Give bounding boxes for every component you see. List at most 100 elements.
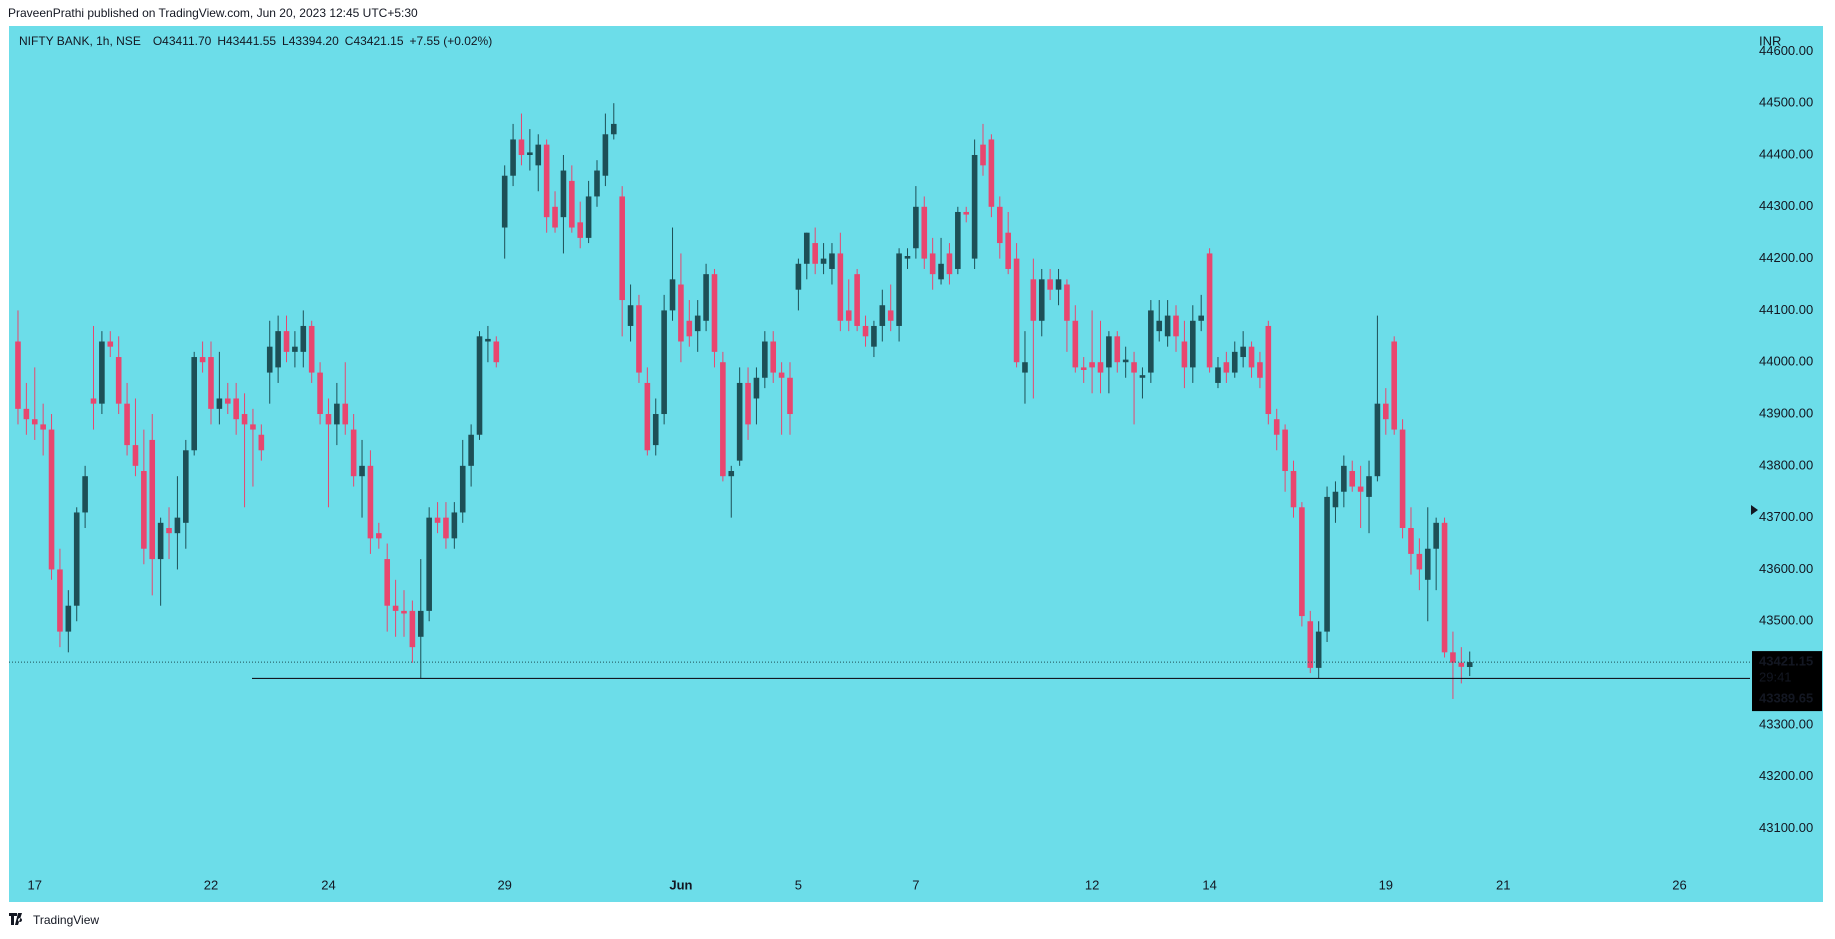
candle-body: [636, 305, 642, 373]
candle-body: [955, 211, 961, 269]
candle-body: [15, 341, 21, 409]
candle-body: [1349, 471, 1356, 487]
candle-body: [426, 517, 432, 611]
candle-body: [250, 424, 256, 430]
candle-body: [1416, 553, 1423, 570]
candles: [15, 103, 1473, 699]
candle-body: [233, 398, 239, 420]
candle-body: [988, 139, 995, 207]
candle-body: [1324, 496, 1330, 632]
y-tick-label: 43500.00: [1759, 613, 1813, 628]
candle-body: [132, 445, 139, 466]
candle-body: [1022, 362, 1028, 373]
candle-body: [283, 331, 290, 352]
candle-body: [1131, 362, 1137, 373]
candle-body: [854, 274, 860, 326]
candle-body: [569, 180, 575, 228]
candle-body: [577, 222, 584, 238]
x-tick-label: Jun: [669, 877, 692, 892]
candle-body: [141, 471, 147, 549]
candle-body: [124, 403, 130, 446]
x-tick-label: 29: [497, 877, 511, 892]
candle-body: [31, 419, 38, 425]
candle-body: [1433, 522, 1439, 549]
y-tick-label: 44000.00: [1759, 354, 1813, 369]
candle-body: [1064, 284, 1070, 321]
candle-body: [485, 338, 491, 342]
candle-body: [258, 434, 265, 451]
candle-body: [720, 362, 726, 477]
candle-body: [434, 517, 441, 523]
candle-body: [1215, 367, 1221, 383]
candle-body: [627, 305, 634, 326]
y-tick-label: 43900.00: [1759, 405, 1813, 420]
candle-body: [501, 175, 508, 228]
candle-body: [90, 398, 97, 404]
price-label-box: [1752, 651, 1822, 712]
candle-body: [1164, 315, 1171, 337]
candle-body: [812, 243, 818, 264]
candle-body: [518, 139, 525, 155]
candle-body: [1181, 341, 1188, 368]
candle-body: [904, 256, 911, 259]
candle-body: [1189, 320, 1196, 368]
x-tick-label: 21: [1496, 877, 1510, 892]
candle-body: [157, 522, 164, 560]
y-tick-label: 44600.00: [1759, 43, 1813, 58]
y-tick-label: 43300.00: [1759, 716, 1813, 731]
candle-body: [896, 253, 902, 326]
candle-body: [367, 465, 374, 539]
candle-body: [871, 325, 877, 347]
candle-body: [99, 341, 105, 404]
candle-body: [1055, 279, 1062, 290]
candle-body: [980, 144, 986, 166]
candle-body: [1047, 279, 1053, 290]
candle-body: [703, 274, 709, 321]
candle-body: [1089, 362, 1095, 368]
candle-body: [602, 134, 609, 176]
candle-body: [535, 144, 542, 166]
candle-body: [1248, 346, 1255, 368]
candle-body: [1290, 471, 1297, 508]
x-tick-label: 12: [1085, 877, 1099, 892]
legend-change: +7.55 (+0.02%): [410, 34, 493, 48]
candle-body: [594, 170, 600, 197]
candle-body: [1466, 662, 1473, 667]
candle-body: [1198, 315, 1204, 321]
candle-body: [417, 610, 424, 637]
y-tick-label: 44300.00: [1759, 198, 1813, 213]
candle-body: [1332, 491, 1339, 508]
candle-body: [770, 341, 777, 373]
candle-body: [459, 465, 466, 513]
candle-body: [317, 372, 323, 415]
candle-body: [644, 382, 651, 451]
candle-body: [669, 279, 676, 311]
candle-body: [1097, 362, 1104, 373]
candle-body: [845, 310, 852, 321]
candle-body: [107, 341, 114, 347]
candle-body: [1080, 367, 1087, 370]
legend: NIFTY BANK, 1h, NSE O43411.70 H43441.55 …: [19, 34, 492, 48]
y-tick-label: 43100.00: [1759, 820, 1813, 835]
candle-body: [1366, 476, 1372, 497]
candle-body: [1231, 351, 1238, 373]
candle-body: [1424, 548, 1431, 580]
y-tick-label: 44100.00: [1759, 302, 1813, 317]
footer-brand: TradingView: [33, 913, 99, 927]
candle-body: [1315, 631, 1322, 668]
x-tick-label: 5: [795, 877, 802, 892]
candle-body: [224, 398, 231, 404]
candle-body: [493, 341, 500, 363]
candle-body: [1391, 341, 1397, 430]
candle-body: [1383, 403, 1389, 420]
y-tick-label: 43600.00: [1759, 561, 1813, 576]
candle-body: [560, 170, 567, 218]
candle-body: [795, 263, 802, 290]
candle-body: [82, 476, 88, 513]
y-tick-label: 44500.00: [1759, 95, 1813, 110]
candle-body: [1223, 362, 1230, 373]
candle-body: [443, 517, 449, 539]
candle-body: [1273, 419, 1280, 435]
candle-body: [996, 206, 1003, 244]
x-tick-label: 14: [1202, 877, 1216, 892]
